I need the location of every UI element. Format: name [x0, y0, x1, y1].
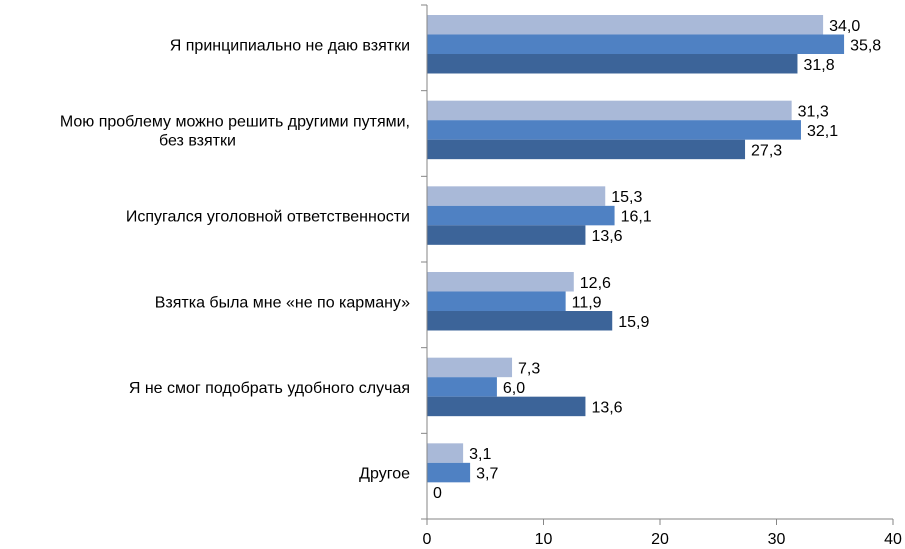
bar-6-series-1: [427, 443, 464, 463]
bar-2-series-2: [427, 120, 801, 140]
bar-2-series-3: [427, 139, 746, 160]
category-label-5: Я не смог подобрать удобного случая: [129, 380, 410, 397]
x-tick-label-10: 10: [535, 531, 553, 548]
value-label-2-1: 31,3: [798, 103, 829, 120]
value-label-2-2: 32,1: [807, 123, 838, 140]
value-label-1-1: 34,0: [829, 18, 860, 35]
value-label-6-3: 0: [433, 485, 442, 502]
category-label-3: Испугался уголовной ответственности: [126, 209, 410, 226]
value-label-4-2: 11,9: [572, 294, 602, 311]
bar-4-series-3: [427, 311, 613, 331]
x-tick-label-40: 40: [884, 531, 902, 548]
value-label-1-3: 31,8: [803, 57, 834, 74]
value-label-3-3: 13,6: [591, 228, 622, 245]
value-label-6-1: 3,1: [469, 446, 491, 463]
bar-1-series-1: [427, 15, 824, 35]
value-label-4-1: 12,6: [580, 275, 611, 292]
value-label-1-2: 35,8: [850, 37, 881, 54]
value-label-3-1: 15,3: [611, 189, 642, 206]
bar-4-series-1: [427, 272, 574, 292]
value-label-5-3: 13,6: [591, 399, 622, 416]
value-label-5-2: 6,0: [503, 380, 525, 397]
category-label-6: Другое: [359, 466, 410, 483]
x-tick-label-30: 30: [768, 531, 786, 548]
bar-5-series-2: [427, 377, 497, 397]
bar-1-series-2: [427, 34, 845, 54]
bar-1-series-3: [427, 54, 798, 74]
bar-5-series-3: [427, 396, 586, 417]
value-labels-group: 34,0 35,8 31,8 31,3 32,1 27,3 15,3 16,1 13,6 12,6…: [433, 18, 881, 502]
bars-group: [427, 15, 845, 483]
value-label-5-1: 7,3: [518, 360, 540, 377]
category-label-1: Я принципиально не даю взятки: [170, 37, 410, 54]
bar-3-series-1: [427, 186, 606, 206]
x-tick-label-20: 20: [651, 531, 669, 548]
bar-5-series-1: [427, 357, 513, 378]
category-label-2: Мою проблему можно решить другими путями…: [60, 113, 410, 149]
bar-2-series-1: [427, 100, 792, 121]
value-label-2-3: 27,3: [751, 142, 782, 159]
bar-3-series-2: [427, 205, 615, 226]
bar-3-series-3: [427, 225, 586, 245]
bar-4-series-2: [427, 291, 566, 311]
value-label-6-2: 3,7: [476, 466, 498, 483]
value-label-3-2: 16,1: [621, 209, 652, 226]
x-tick-label-0: 0: [423, 531, 432, 548]
value-label-4-3: 15,9: [618, 314, 649, 331]
category-labels-group: Я принципиально не даю взятки Мою проблем…: [60, 37, 410, 482]
bar-6-series-2: [427, 462, 471, 483]
category-label-4: Взятка была мне «не по карману»: [155, 294, 410, 311]
axes-group: 0 10 20 30 40: [421, 4, 902, 548]
